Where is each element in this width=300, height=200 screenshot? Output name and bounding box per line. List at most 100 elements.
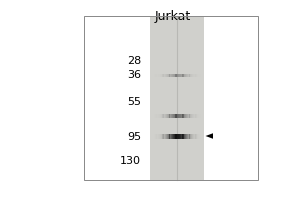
Bar (186, 134, 187, 138)
Bar (159, 74, 160, 77)
Text: 95: 95 (127, 132, 141, 142)
Bar (179, 114, 180, 118)
Bar (156, 134, 158, 138)
Bar (156, 74, 158, 77)
Bar (167, 74, 169, 77)
Bar (194, 74, 196, 77)
Bar (190, 134, 192, 138)
Bar (184, 114, 185, 118)
Bar (160, 74, 161, 77)
Bar (176, 74, 178, 77)
Bar (154, 74, 155, 77)
Text: Jurkat: Jurkat (154, 10, 190, 23)
Bar (189, 134, 191, 138)
Bar (169, 134, 171, 138)
Bar (195, 134, 197, 138)
Bar (173, 114, 174, 118)
Bar (178, 134, 179, 138)
Bar (182, 114, 184, 118)
Bar (193, 114, 194, 118)
Bar (154, 134, 155, 138)
Bar (158, 74, 159, 77)
Bar (199, 134, 200, 138)
Bar (164, 74, 165, 77)
Bar (188, 74, 190, 77)
Bar (155, 114, 157, 118)
Polygon shape (206, 133, 213, 139)
Bar (181, 74, 183, 77)
Bar (196, 114, 198, 118)
Bar (166, 114, 167, 118)
Bar (189, 74, 191, 77)
Bar (186, 74, 187, 77)
Bar (165, 134, 166, 138)
Bar (185, 114, 186, 118)
Bar (161, 74, 163, 77)
Bar (195, 74, 197, 77)
Bar (174, 114, 176, 118)
Bar (169, 74, 171, 77)
Bar (182, 74, 184, 77)
Bar (193, 74, 194, 77)
Bar (165, 114, 166, 118)
Bar (150, 16, 204, 180)
Bar (170, 114, 172, 118)
Bar (158, 114, 159, 118)
Bar (187, 134, 188, 138)
Bar (172, 114, 173, 118)
Bar (173, 134, 174, 138)
Bar (181, 134, 183, 138)
Bar (199, 74, 200, 77)
Bar (170, 134, 172, 138)
Bar (166, 134, 167, 138)
Bar (185, 134, 186, 138)
Bar (180, 134, 182, 138)
Bar (194, 114, 196, 118)
Bar (192, 134, 193, 138)
Bar (200, 134, 201, 138)
Bar (199, 114, 200, 118)
Bar (175, 134, 177, 138)
Bar (169, 114, 171, 118)
Bar (167, 114, 169, 118)
Bar (84, 16, 258, 180)
Bar (167, 134, 169, 138)
Bar (198, 74, 199, 77)
Text: 55: 55 (127, 97, 141, 107)
Bar (174, 134, 176, 138)
Bar (158, 134, 159, 138)
Bar (164, 114, 165, 118)
Bar (195, 114, 197, 118)
Bar (161, 134, 163, 138)
Bar (184, 74, 185, 77)
Bar (181, 114, 183, 118)
Bar (187, 114, 188, 118)
Bar (159, 134, 160, 138)
Bar (200, 74, 201, 77)
Bar (161, 114, 163, 118)
Bar (172, 134, 173, 138)
Bar (190, 74, 192, 77)
Bar (168, 114, 170, 118)
Bar (154, 114, 155, 118)
Bar (200, 114, 201, 118)
Bar (182, 134, 184, 138)
Bar (178, 114, 179, 118)
Text: 28: 28 (127, 56, 141, 66)
Bar (180, 74, 182, 77)
Bar (155, 134, 157, 138)
Bar (187, 74, 188, 77)
Bar (175, 74, 177, 77)
Bar (164, 134, 165, 138)
Bar (185, 74, 186, 77)
Bar (198, 134, 199, 138)
Bar (162, 114, 164, 118)
Bar (179, 74, 180, 77)
Bar (176, 114, 178, 118)
Bar (172, 74, 173, 77)
Bar (196, 134, 198, 138)
Bar (198, 114, 199, 118)
Bar (173, 74, 174, 77)
Bar (180, 114, 182, 118)
Bar (174, 74, 176, 77)
